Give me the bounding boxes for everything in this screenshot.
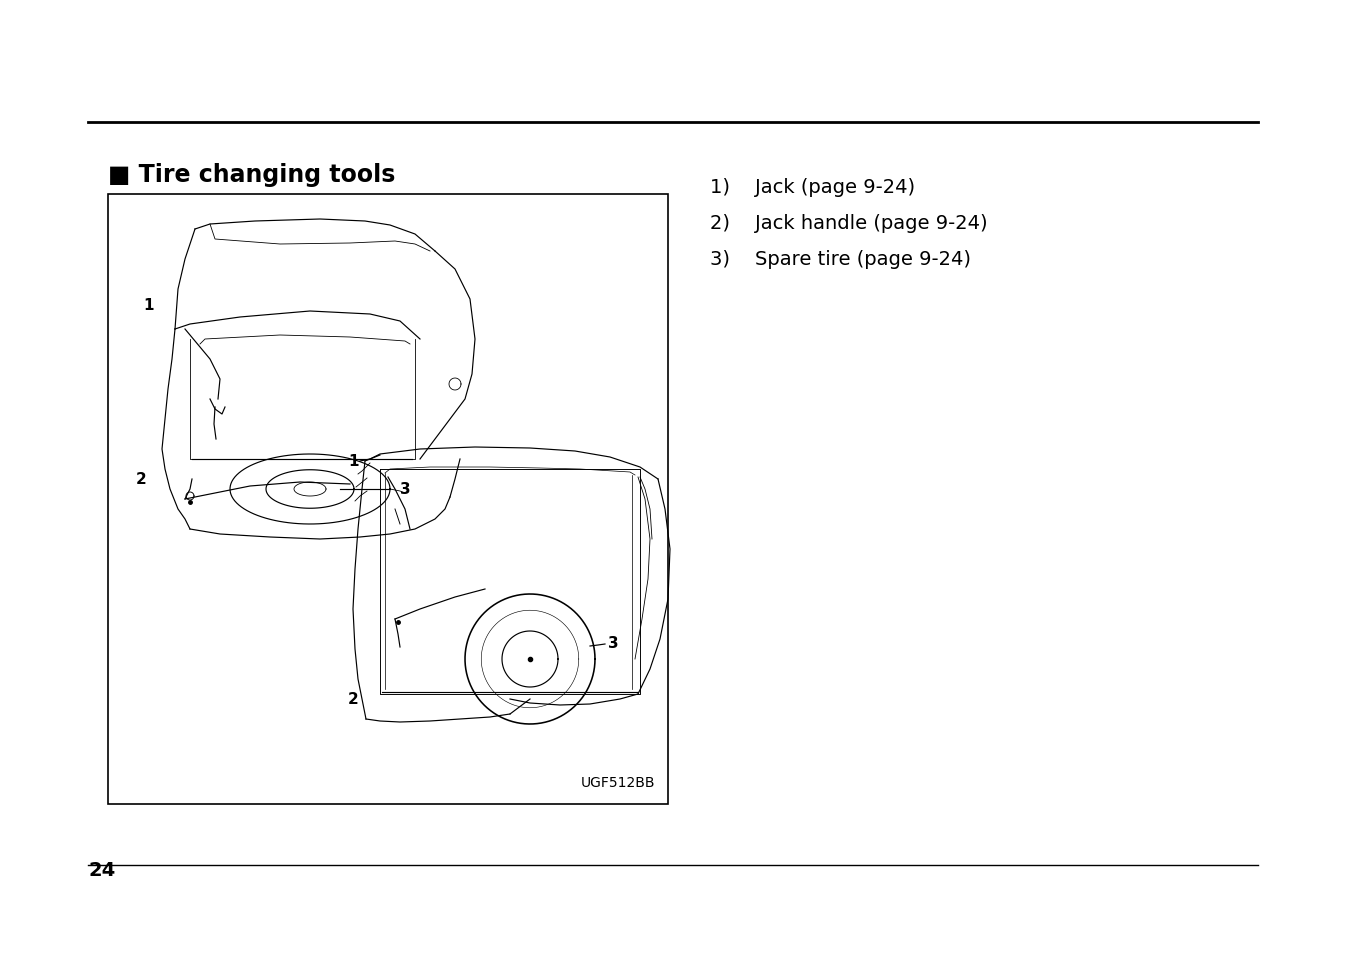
Text: 2: 2 <box>349 692 359 707</box>
Text: UGF512BB: UGF512BB <box>580 775 656 789</box>
Text: 3)    Spare tire (page 9-24): 3) Spare tire (page 9-24) <box>709 250 970 269</box>
Text: 1)    Jack (page 9-24): 1) Jack (page 9-24) <box>709 178 915 196</box>
Text: 1: 1 <box>349 454 358 469</box>
Text: 2: 2 <box>136 472 147 487</box>
Text: 2)    Jack handle (page 9-24): 2) Jack handle (page 9-24) <box>709 213 988 233</box>
Text: 1: 1 <box>143 297 153 313</box>
Text: ■ Tire changing tools: ■ Tire changing tools <box>108 163 396 187</box>
Text: 24: 24 <box>87 861 116 879</box>
Text: 3: 3 <box>400 482 411 497</box>
Text: 3: 3 <box>608 635 619 650</box>
Bar <box>108 194 668 804</box>
